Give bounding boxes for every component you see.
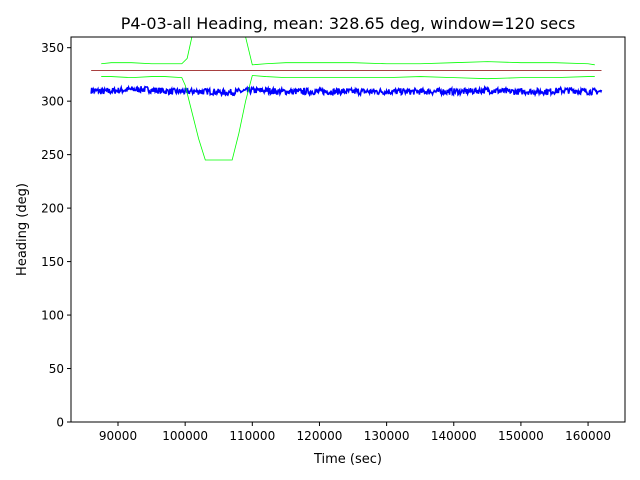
y-tick-label: 350: [41, 41, 64, 55]
x-tick-label: 160000: [565, 429, 611, 443]
y-tick-label: 150: [41, 255, 64, 269]
y-axis-label: Heading (deg): [15, 183, 30, 276]
x-axis-label: Time (sec): [313, 452, 382, 467]
y-tick-label: 250: [41, 148, 64, 162]
y-tick-label: 100: [41, 309, 64, 323]
x-tick-label: 100000: [162, 429, 208, 443]
x-tick-label: 110000: [229, 429, 275, 443]
x-tick-label: 120000: [297, 429, 343, 443]
x-tick-label: 90000: [99, 429, 137, 443]
x-tick-label: 130000: [364, 429, 410, 443]
series-line-2: [101, 37, 595, 66]
y-tick-label: 0: [56, 416, 64, 430]
axes-layer: 90000 100000 110000 120000 130000 140000 15000…: [41, 36, 626, 443]
chart-title: P4-03-all Heading, mean: 328.65 deg, win…: [121, 14, 576, 33]
plot-frame: [70, 36, 626, 423]
series-layer: [90, 37, 603, 161]
series-line-0: [90, 84, 603, 98]
y-tick-label: 300: [41, 95, 64, 109]
x-tick-label: 150000: [498, 429, 544, 443]
series-line-3: [101, 75, 595, 161]
y-tick-label: 200: [41, 202, 64, 216]
y-tick-label: 50: [49, 362, 64, 376]
x-tick-label: 140000: [431, 429, 477, 443]
